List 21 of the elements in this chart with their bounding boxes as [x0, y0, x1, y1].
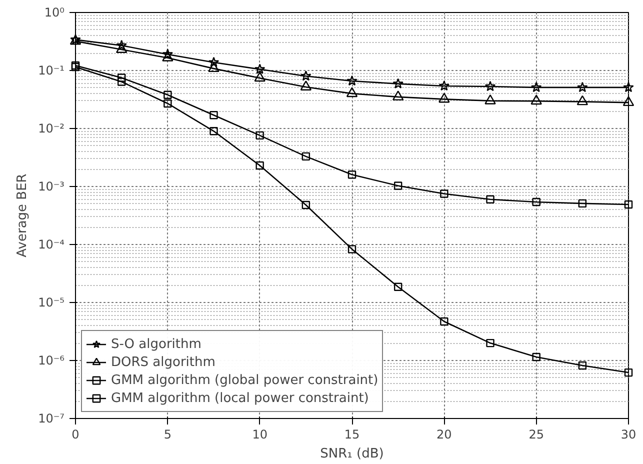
x-tick-label: 0: [72, 428, 80, 442]
legend-label: GMM algorithm (local power constraint): [111, 390, 369, 407]
legend-label: S-O algorithm: [111, 336, 202, 353]
y-tick-label: 10⁰: [44, 6, 65, 20]
y-tick-label: 10⁻⁶: [38, 354, 65, 368]
x-tick-label: 15: [344, 428, 360, 442]
x-tick-label: 20: [436, 428, 452, 442]
legend-label: DORS algorithm: [111, 354, 216, 371]
x-axis-title: SNR₁ (dB): [320, 446, 384, 462]
y-tick-label: 10⁻⁵: [38, 296, 65, 310]
legend-label: GMM algorithm (global power constraint): [111, 372, 378, 389]
y-axis-title: Average BER: [15, 174, 30, 258]
x-tick-label: 30: [620, 428, 636, 442]
y-tick-label: 10⁻¹: [38, 64, 65, 78]
y-tick-label: 10⁻³: [38, 180, 65, 194]
x-tick-label: 10: [252, 428, 268, 442]
x-tick-label: 5: [164, 428, 172, 442]
y-tick-label: 10⁻²: [38, 122, 65, 136]
x-tick-label: 25: [528, 428, 544, 442]
y-tick-label: 10⁻⁴: [38, 238, 65, 252]
y-tick-label: 10⁻⁷: [38, 412, 65, 426]
